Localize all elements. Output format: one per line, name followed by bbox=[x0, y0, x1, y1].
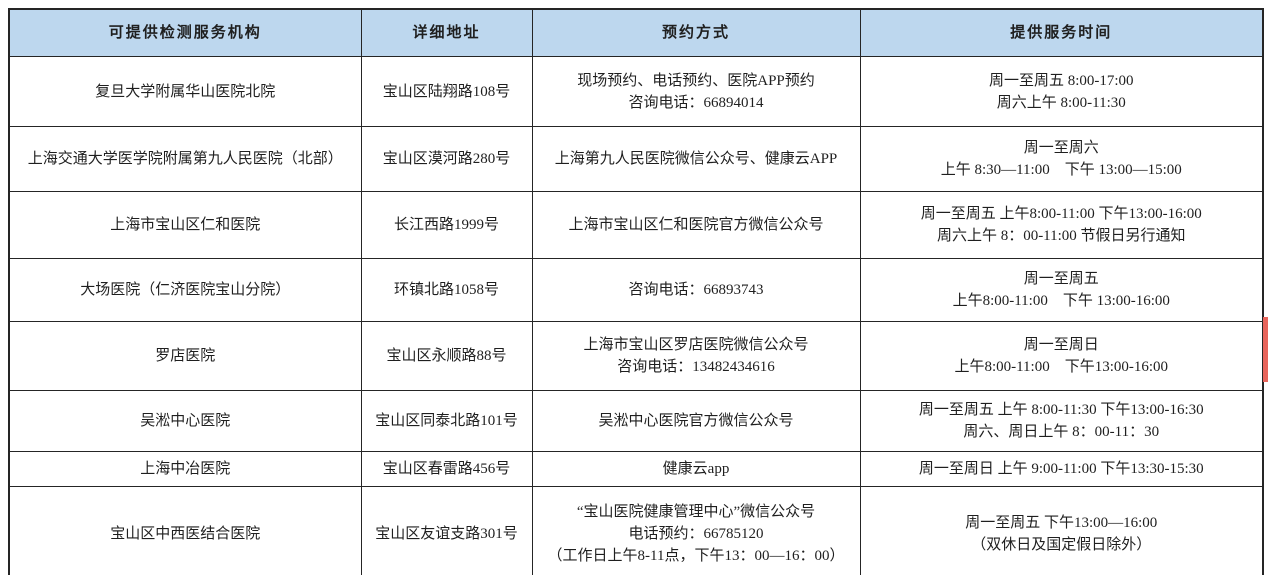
address-cell: 宝山区友谊支路301号 bbox=[360, 486, 533, 575]
address-cell: 宝山区漠河路280号 bbox=[360, 126, 533, 192]
column-header-booking: 预约方式 bbox=[531, 8, 861, 57]
address-cell: 宝山区同泰北路101号 bbox=[360, 390, 533, 452]
address-cell: 宝山区春雷路456号 bbox=[360, 451, 533, 487]
hours-cell: 周一至周五 下午13:00—16:00 （双休日及国定假日除外） bbox=[859, 486, 1264, 575]
booking-cell: 现场预约、电话预约、医院APP预约 咨询电话：66894014 bbox=[531, 56, 861, 127]
column-header-institution: 可提供检测服务机构 bbox=[8, 8, 362, 57]
address-cell: 宝山区永顺路88号 bbox=[360, 321, 533, 391]
address-cell: 环镇北路1058号 bbox=[360, 258, 533, 322]
column-header-hours: 提供服务时间 bbox=[859, 8, 1264, 57]
table-row: 复旦大学附属华山医院北院 宝山区陆翔路108号 现场预约、电话预约、医院APP预… bbox=[8, 56, 1264, 127]
table-row: 上海交通大学医学院附属第九人民医院（北部） 宝山区漠河路280号 上海第九人民医… bbox=[8, 126, 1264, 192]
booking-cell: 健康云app bbox=[531, 451, 861, 487]
org-cell: 宝山区中西医结合医院 bbox=[8, 486, 362, 575]
column-header-address: 详细地址 bbox=[360, 8, 533, 57]
red-row-highlight-marker bbox=[1263, 317, 1268, 382]
booking-cell: “宝山医院健康管理中心”微信公众号 电话预约：66785120 （工作日上午8-… bbox=[531, 486, 861, 575]
table-row: 上海市宝山区仁和医院 长江西路1999号 上海市宝山区仁和医院官方微信公众号 周… bbox=[8, 191, 1264, 259]
org-cell: 复旦大学附属华山医院北院 bbox=[8, 56, 362, 127]
booking-cell: 上海市宝山区仁和医院官方微信公众号 bbox=[531, 191, 861, 259]
org-cell: 吴淞中心医院 bbox=[8, 390, 362, 452]
hours-cell: 周一至周五 8:00-17:00 周六上午 8:00-11:30 bbox=[859, 56, 1264, 127]
org-cell: 上海交通大学医学院附属第九人民医院（北部） bbox=[8, 126, 362, 192]
hours-cell: 周一至周五 上午8:00-11:00 下午 13:00-16:00 bbox=[859, 258, 1264, 322]
table-row: 上海中冶医院 宝山区春雷路456号 健康云app 周一至周日 上午 9:00-1… bbox=[8, 451, 1264, 487]
hours-cell: 周一至周日 上午 9:00-11:00 下午13:30-15:30 bbox=[859, 451, 1264, 487]
hours-cell: 周一至周五 上午8:00-11:00 下午13:00-16:00 周六上午 8：… bbox=[859, 191, 1264, 259]
hours-cell: 周一至周五 上午 8:00-11:30 下午13:00-16:30 周六、周日上… bbox=[859, 390, 1264, 452]
table-row: 宝山区中西医结合医院 宝山区友谊支路301号 “宝山医院健康管理中心”微信公众号… bbox=[8, 486, 1264, 575]
booking-cell: 上海第九人民医院微信公众号、健康云APP bbox=[531, 126, 861, 192]
testing-service-table: 可提供检测服务机构 详细地址 预约方式 提供服务时间 复旦大学附属华山医院北院 … bbox=[8, 8, 1264, 575]
booking-cell: 咨询电话：66893743 bbox=[531, 258, 861, 322]
booking-cell: 吴淞中心医院官方微信公众号 bbox=[531, 390, 861, 452]
hours-cell: 周一至周六 上午 8:30—11:00 下午 13:00—15:00 bbox=[859, 126, 1264, 192]
address-cell: 宝山区陆翔路108号 bbox=[360, 56, 533, 127]
table-row: 大场医院（仁济医院宝山分院） 环镇北路1058号 咨询电话：66893743 周… bbox=[8, 258, 1264, 322]
address-cell: 长江西路1999号 bbox=[360, 191, 533, 259]
table-header-row: 可提供检测服务机构 详细地址 预约方式 提供服务时间 bbox=[8, 8, 1264, 57]
hours-cell: 周一至周日 上午8:00-11:00 下午13:00-16:00 bbox=[859, 321, 1264, 391]
booking-cell: 上海市宝山区罗店医院微信公众号 咨询电话：13482434616 bbox=[531, 321, 861, 391]
org-cell: 上海中冶医院 bbox=[8, 451, 362, 487]
org-cell: 上海市宝山区仁和医院 bbox=[8, 191, 362, 259]
table-row: 罗店医院 宝山区永顺路88号 上海市宝山区罗店医院微信公众号 咨询电话：1348… bbox=[8, 321, 1264, 391]
org-cell: 大场医院（仁济医院宝山分院） bbox=[8, 258, 362, 322]
org-cell: 罗店医院 bbox=[8, 321, 362, 391]
table-row: 吴淞中心医院 宝山区同泰北路101号 吴淞中心医院官方微信公众号 周一至周五 上… bbox=[8, 390, 1264, 452]
